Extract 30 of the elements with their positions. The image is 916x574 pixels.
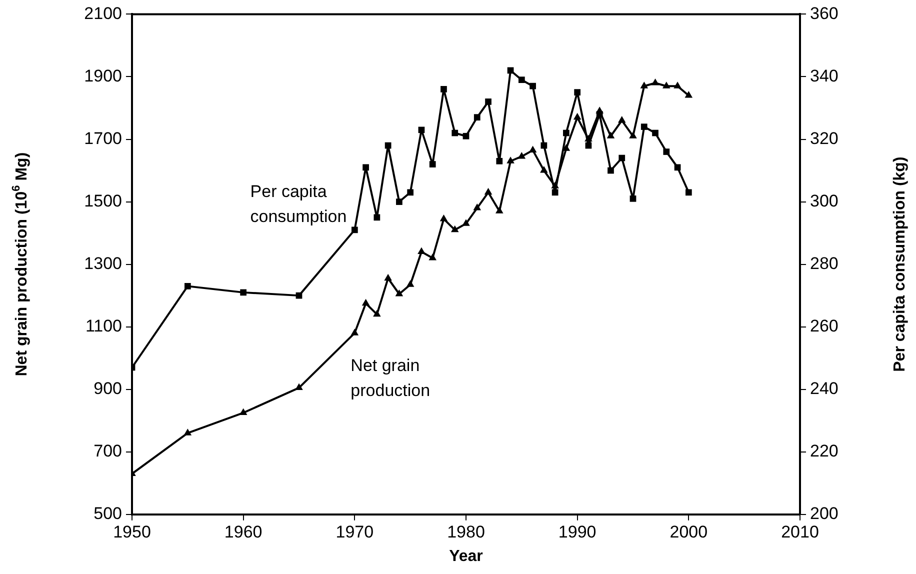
x-tick-label: 1970 [336,522,374,542]
x-tick-label: 1990 [558,522,596,542]
y2-tick-label: 300 [810,191,838,210]
y2-tick-label: 220 [810,442,838,461]
y-tick-label: 2100 [84,4,122,23]
y2-tick-label: 320 [810,128,838,148]
series-label: Per capita consumption [250,182,347,226]
y2-tick-label: 280 [810,254,838,273]
x-tick-label: 2000 [670,522,708,542]
y-tick-label: 1900 [84,66,122,86]
x-tick-label: 1980 [447,522,485,542]
series-label: Net grain production [350,356,430,400]
y-tick-label: 1700 [84,128,122,148]
y2-tick-label: 200 [810,504,838,524]
y2-tick-label: 240 [810,379,838,398]
y-tick-label: 1100 [85,316,122,336]
y2-axis-title: Per capita consumption (kg) [891,156,908,372]
y-tick-label: 500 [94,504,122,524]
y2-tick-label: 260 [810,316,838,336]
x-axis-title: Year [449,548,483,565]
x-tick-label: 2010 [781,522,819,542]
y-tick-label: 1500 [84,191,122,210]
y-tick-label: 1300 [84,254,122,273]
y-axis-title: Net grain production (106 Mg) [10,152,30,376]
y2-tick-label: 340 [810,66,838,86]
x-tick-label: 1960 [224,522,262,542]
y-tick-label: 700 [94,442,122,461]
x-tick-label: 1950 [113,522,151,542]
y2-tick-label: 360 [810,4,838,23]
y-tick-label: 900 [94,379,122,398]
